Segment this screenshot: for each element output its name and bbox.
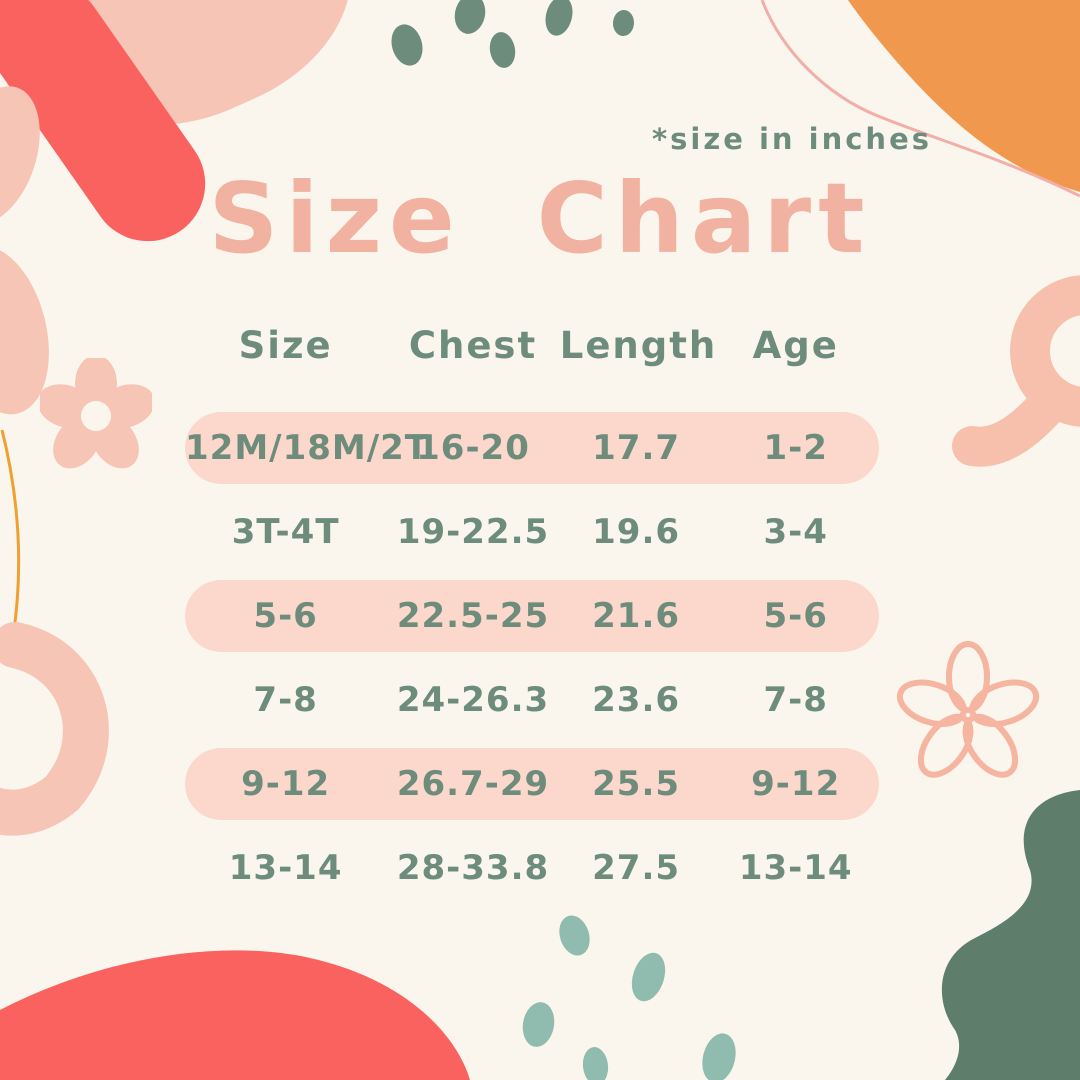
table-row: 7-8 24-26.3 23.6 7-8 bbox=[185, 664, 879, 736]
table-header-row: Size Chest Length Age bbox=[185, 318, 879, 372]
table-row: 12M/18M/2T 16-20 17.7 1-2 bbox=[185, 412, 879, 484]
cell-age: 3-4 bbox=[763, 512, 828, 552]
corner-red-blob bbox=[0, 0, 40, 48]
green-dot-icon bbox=[612, 9, 635, 37]
units-note: *size in inches bbox=[651, 122, 932, 156]
coral-wave-blob bbox=[0, 950, 470, 1080]
pink-flower-icon bbox=[40, 358, 152, 469]
column-header-age: Age bbox=[752, 323, 839, 367]
column-header-size: Size bbox=[238, 323, 333, 367]
cell-age: 5-6 bbox=[763, 596, 828, 636]
green-dot-icon bbox=[487, 30, 518, 70]
table-row: 5-6 22.5-25 21.6 5-6 bbox=[185, 580, 879, 652]
teal-dot-icon bbox=[554, 911, 595, 960]
green-corner-blob bbox=[941, 790, 1080, 1080]
green-dot-icon bbox=[386, 20, 428, 70]
table-row: 3T-4T 19-22.5 19.6 3-4 bbox=[185, 496, 879, 568]
table-row: 13-14 28-33.8 27.5 13-14 bbox=[185, 832, 879, 904]
cell-age: 7-8 bbox=[763, 680, 828, 720]
cell-length: 23.6 bbox=[592, 680, 681, 720]
cell-age: 1-2 bbox=[763, 428, 828, 468]
cell-chest: 26.7-29 bbox=[396, 764, 550, 804]
green-dot-icon bbox=[451, 0, 489, 37]
cell-age: 9-12 bbox=[751, 764, 841, 804]
column-header-length: Length bbox=[559, 323, 718, 367]
cell-chest: 22.5-25 bbox=[396, 596, 550, 636]
green-dot-icon bbox=[541, 0, 577, 39]
cell-chest: 28-33.8 bbox=[396, 848, 550, 888]
cell-size: 12M/18M/2T bbox=[185, 428, 429, 468]
teal-dot-icon bbox=[697, 1029, 741, 1080]
cell-chest: 16-20 bbox=[416, 428, 530, 468]
size-table: Size Chest Length Age 12M/18M/2T 16-20 1… bbox=[185, 318, 879, 916]
column-header-chest: Chest bbox=[408, 323, 538, 367]
outline-flower-icon bbox=[896, 641, 1040, 778]
cell-chest: 24-26.3 bbox=[396, 680, 550, 720]
teal-dot-icon bbox=[519, 999, 558, 1050]
pink-blob-top-left bbox=[9, 0, 387, 167]
cell-size: 5-6 bbox=[253, 596, 318, 636]
pink-hook-blob bbox=[1010, 275, 1080, 427]
teal-dot-icon bbox=[581, 1045, 610, 1080]
cell-size: 7-8 bbox=[253, 680, 318, 720]
page-title: Size Chart bbox=[208, 162, 872, 275]
teal-dot-icon bbox=[626, 948, 671, 1006]
pink-swirl-blob bbox=[0, 622, 109, 836]
cell-size: 3T-4T bbox=[231, 512, 340, 552]
cell-chest: 19-22.5 bbox=[396, 512, 550, 552]
orange-curve-line bbox=[0, 429, 21, 666]
cell-size: 13-14 bbox=[228, 848, 343, 888]
cell-length: 17.7 bbox=[592, 428, 681, 468]
cell-length: 27.5 bbox=[592, 848, 681, 888]
cell-length: 25.5 bbox=[592, 764, 681, 804]
cell-length: 21.6 bbox=[592, 596, 681, 636]
table-row: 9-12 26.7-29 25.5 9-12 bbox=[185, 748, 879, 820]
pink-hook-tail bbox=[952, 388, 1065, 467]
cell-age: 13-14 bbox=[738, 848, 853, 888]
cell-length: 19.6 bbox=[592, 512, 681, 552]
cell-size: 9-12 bbox=[241, 764, 331, 804]
